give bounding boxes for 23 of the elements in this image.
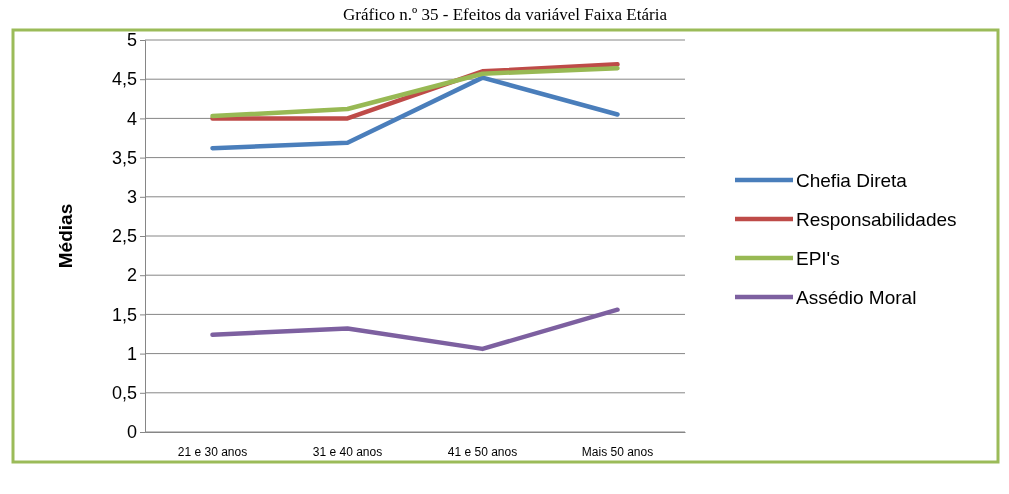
y-tick-label: 0 [126, 422, 137, 443]
line-series [210, 307, 620, 352]
line-series [210, 75, 620, 151]
y-tick-label: 4 [126, 108, 137, 129]
y-tick-label: 3 [126, 187, 137, 208]
y-tick-label: 2 [126, 265, 137, 286]
chart-title: Gráfico n.º 35 - Efeitos da variável Faixa Etária [343, 5, 668, 24]
y-axis-title: Médias [55, 203, 76, 269]
y-tick-label: 4,5 [111, 69, 137, 90]
y-tick-label: 2,5 [111, 226, 137, 247]
y-tick-label: 1,5 [111, 304, 137, 325]
y-tick-label: 3,5 [111, 147, 137, 168]
legend-label: Responsabilidades [796, 209, 957, 230]
x-tick-label: 21 e 30 anos [177, 444, 248, 459]
legend-label: EPI's [796, 248, 840, 269]
legend-label: Assédio Moral [796, 287, 917, 308]
y-tick-label: 0,5 [111, 383, 137, 404]
legend-label: Chefia Direta [796, 170, 908, 191]
y-tick-label: 1 [126, 343, 137, 364]
y-tick-label: 5 [126, 30, 137, 51]
x-tick-label: 31 e 40 anos [312, 444, 383, 459]
x-tick-label: Mais 50 anos [581, 444, 654, 459]
x-tick-label: 41 e 50 anos [447, 444, 518, 459]
